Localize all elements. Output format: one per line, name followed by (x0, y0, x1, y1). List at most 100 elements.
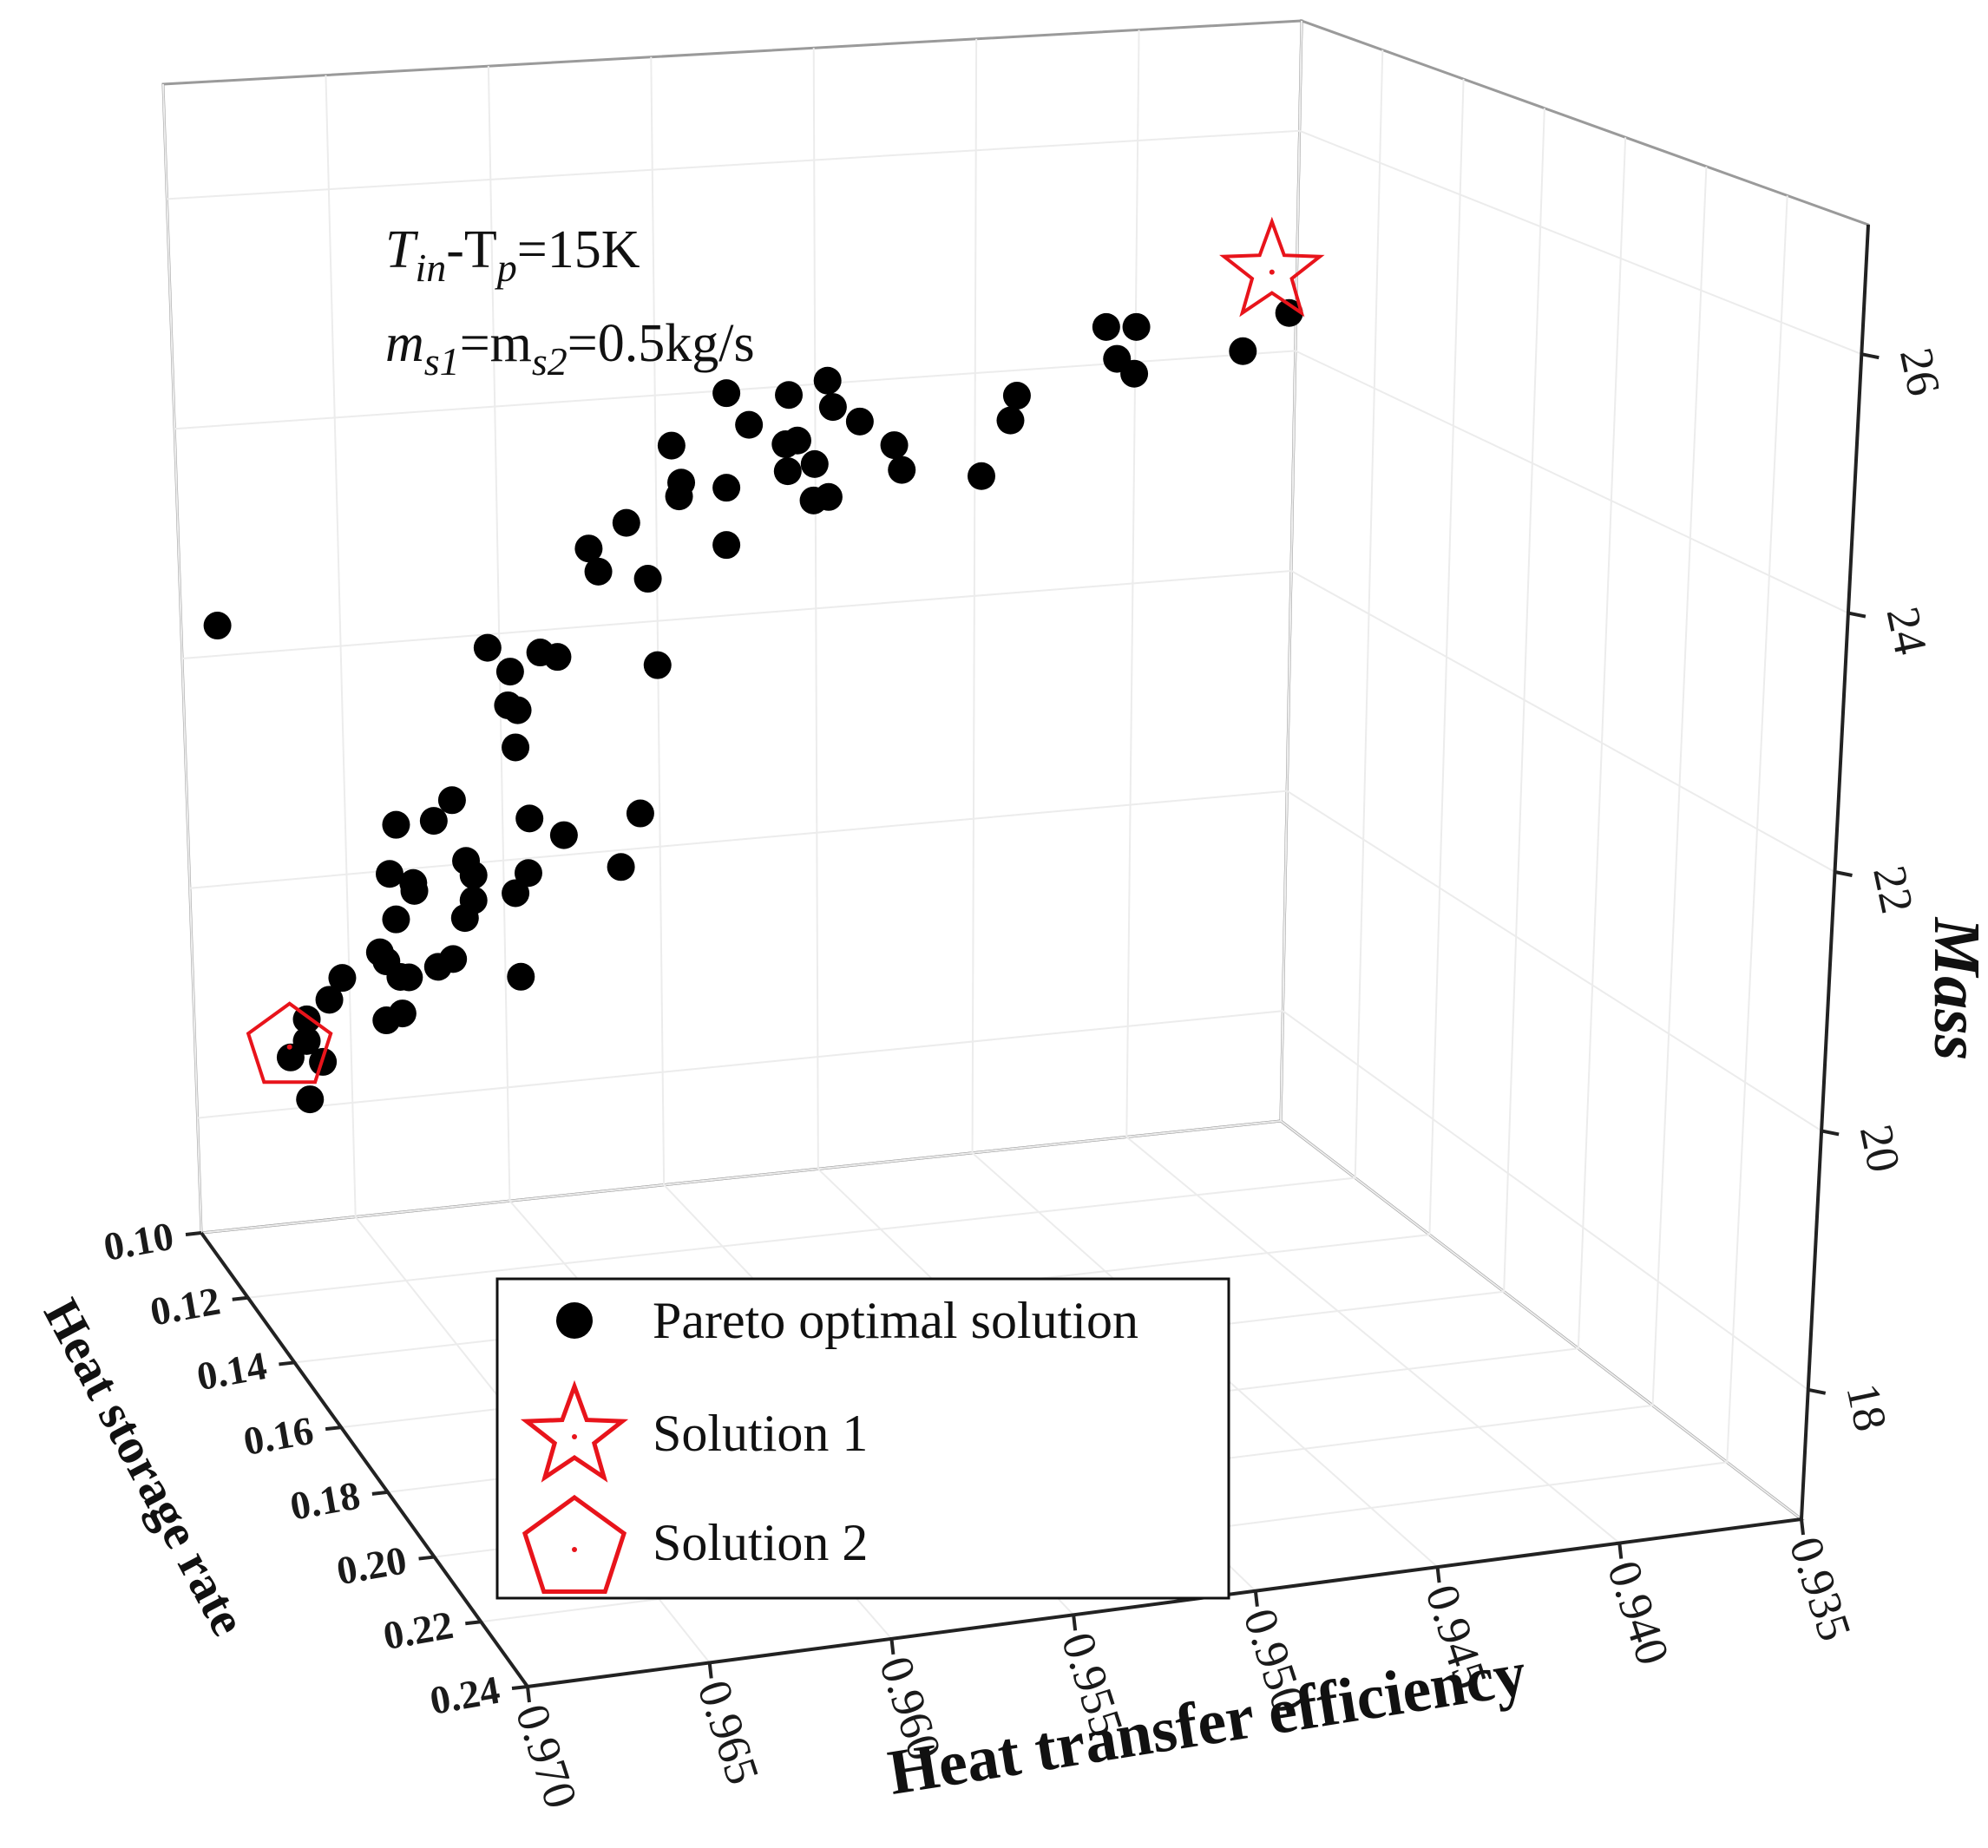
x-tick-mark (526, 1686, 531, 1703)
grid-z (189, 790, 1822, 1132)
legend-pentagon-center (572, 1547, 577, 1552)
pareto-point (1120, 359, 1149, 388)
grid-x-floor (1280, 1120, 1802, 1520)
y-tick-label: 0.22 (380, 1602, 456, 1658)
x-tick-mark (1435, 1566, 1441, 1583)
pareto-point (818, 393, 847, 422)
y-axis-title: Heat storage rate (33, 1289, 257, 1644)
y-tick-mark (418, 1555, 435, 1561)
pareto-point (607, 853, 635, 881)
solution-1-center (1269, 269, 1275, 275)
pareto-point (315, 986, 344, 1014)
y-tick-mark (465, 1620, 482, 1626)
y-tick-mark (232, 1295, 248, 1301)
y-tick-label: 0.18 (286, 1472, 363, 1528)
data-points (203, 298, 1303, 1114)
y-tick-mark (511, 1685, 528, 1690)
pareto-point (543, 643, 572, 672)
pareto-point (888, 455, 916, 484)
z-tick-label: 24 (1877, 602, 1938, 659)
pareto-point (276, 1043, 305, 1071)
legend-label-pareto: Pareto optimal solution (653, 1292, 1138, 1349)
z-tick-label: 18 (1836, 1379, 1897, 1435)
x-tick-mark (1800, 1518, 1805, 1536)
pareto-point (549, 821, 578, 849)
pareto-point (996, 406, 1025, 435)
pareto-point (800, 449, 829, 478)
pareto-point (507, 962, 535, 991)
x-tick-label: 0.940 (1598, 1555, 1680, 1671)
pareto-point (502, 879, 530, 908)
pareto-point (1002, 382, 1031, 410)
pareto-point (775, 381, 804, 410)
grid-y-floor (247, 1176, 1355, 1299)
grid-z (174, 350, 1849, 614)
pareto-point (296, 1085, 325, 1114)
y-tick-label: 0.16 (240, 1408, 317, 1464)
x-tick-mark (889, 1638, 896, 1655)
x-tick-mark (1072, 1615, 1078, 1631)
y-tick-label: 0.24 (427, 1668, 503, 1723)
pareto-point (395, 963, 423, 992)
z-tick-label: 22 (1863, 862, 1924, 918)
pareto-point (382, 810, 410, 839)
solution-1-star (1219, 216, 1325, 318)
pareto-point (437, 786, 466, 815)
pareto-point (1275, 298, 1303, 327)
pareto-point (783, 426, 811, 455)
z-tick-mark (1821, 1129, 1840, 1137)
x-tick-mark (1253, 1590, 1259, 1607)
legend-marker-pentagon (522, 1494, 627, 1594)
pareto-point (514, 859, 542, 888)
z-tick-label: 20 (1850, 1120, 1911, 1176)
back-wall-right (1279, 18, 1870, 1522)
y-tick-label: 0.12 (147, 1278, 223, 1334)
pareto-point (515, 804, 544, 833)
x-axis-title: Heat transfer efficiency (883, 1638, 1531, 1809)
pareto-point (423, 953, 452, 981)
x-tick-label: 0.965 (687, 1674, 770, 1791)
legend-star-center (572, 1434, 577, 1439)
pareto-point (657, 431, 686, 460)
pareto-point (643, 651, 672, 679)
pareto-point (495, 658, 524, 686)
pareto-point (459, 886, 488, 914)
pareto-point (502, 733, 530, 762)
pareto-point (574, 534, 603, 563)
pareto-point (584, 557, 613, 586)
y-tick-label: 0.10 (101, 1214, 177, 1269)
pareto-point (845, 407, 874, 436)
back-wall-left (161, 19, 1303, 1235)
pareto-point (813, 366, 842, 395)
pareto-point (1122, 312, 1151, 341)
grid-z (197, 1010, 1809, 1391)
pareto-point (735, 410, 764, 439)
y-tick-mark (185, 1231, 202, 1236)
solution-2-pentagon (246, 1001, 333, 1085)
z-tick-mark (1860, 352, 1880, 360)
z-axis-ticks: 18 20 22 24 26 (1808, 344, 1951, 1436)
z-tick-mark (1834, 870, 1853, 877)
grid-x-floor (1125, 1136, 1620, 1544)
pareto-point (328, 964, 357, 993)
grid-y-floor (200, 1120, 1282, 1234)
pareto-point (494, 691, 522, 719)
pareto-point (365, 938, 394, 967)
pareto-point (1092, 312, 1120, 341)
annotation-temperature: Tin-Tp=15K (385, 220, 640, 290)
legend-label-solution-2: Solution 2 (653, 1514, 868, 1571)
legend-pentagon-shape (522, 1494, 627, 1594)
highlight-solutions (246, 216, 1325, 1085)
y-tick-mark (279, 1360, 295, 1366)
solution-2-center (286, 1044, 292, 1050)
z-tick-label: 26 (1890, 344, 1951, 400)
legend-label-solution-1: Solution 1 (653, 1405, 868, 1462)
z-axis-title: Mass (1920, 917, 1988, 1061)
pareto-point (376, 860, 404, 888)
y-tick-mark (371, 1490, 389, 1496)
pareto-point (712, 474, 741, 502)
pareto-point (372, 1006, 401, 1035)
pareto-point (799, 486, 828, 514)
y-tick-mark (325, 1425, 342, 1432)
